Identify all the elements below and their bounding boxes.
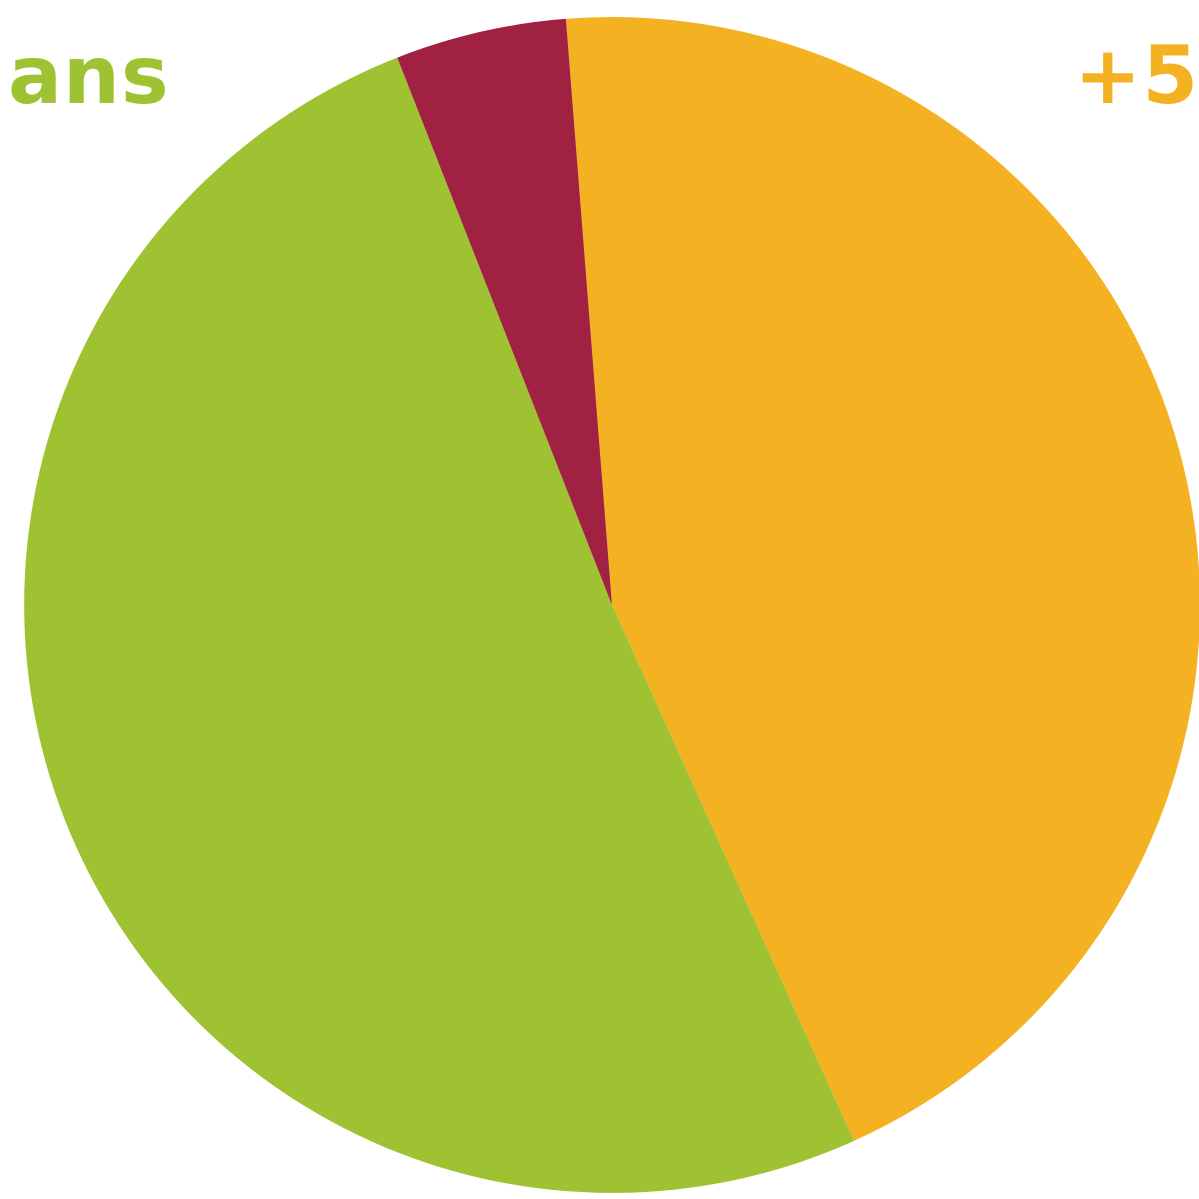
pie-slice-2 xyxy=(24,57,854,1193)
pie-slice-1 xyxy=(565,17,1199,1141)
label-right-plus5: +5 xyxy=(1074,29,1199,122)
pie-slice-3 xyxy=(397,18,612,606)
label-left-ans: ans xyxy=(8,29,170,122)
